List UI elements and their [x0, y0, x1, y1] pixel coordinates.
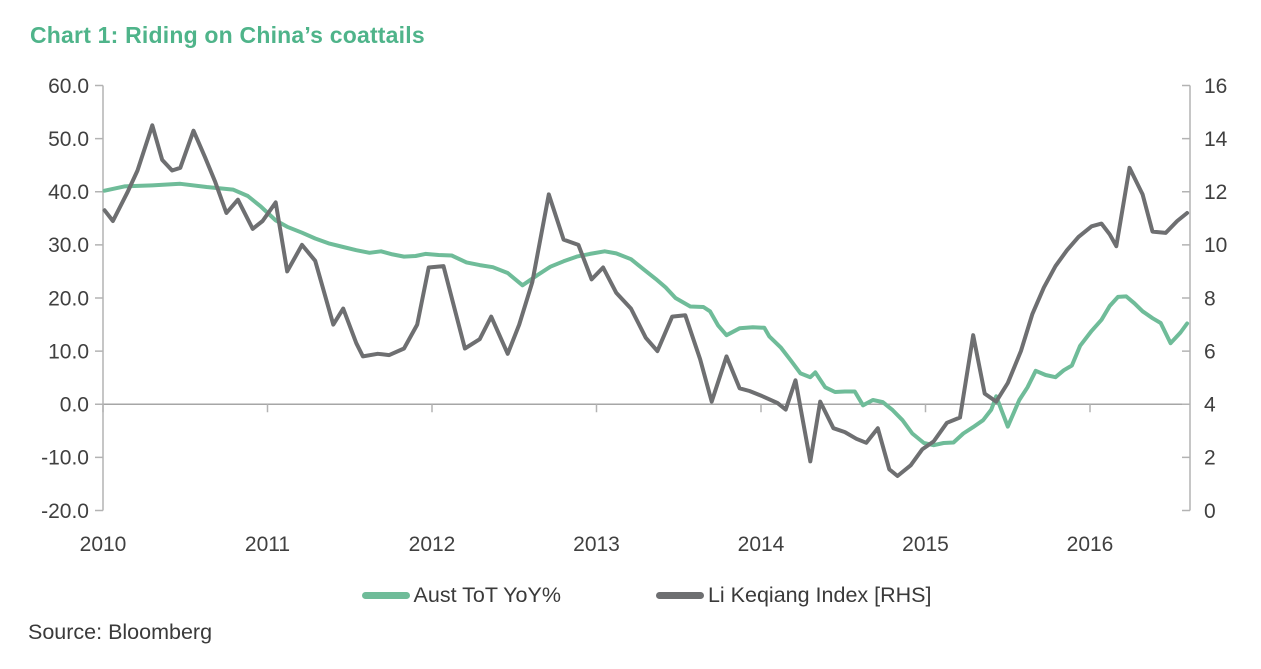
- left-axis-tick-label: 60.0: [48, 75, 89, 98]
- legend-swatch-green-line: [361, 591, 410, 599]
- left-axis-tick-label: -20.0: [41, 500, 89, 523]
- right-axis-tick-label: 0: [1204, 500, 1216, 523]
- source-note: Source: Bloomberg: [28, 620, 213, 644]
- line-chart-canvas: 60.0 50.0 40.0 30.0 20.0 10.0 0.0 -10.0 -20.0 16 1…: [41, 75, 1228, 556]
- right-axis-tick-label: 8: [1204, 287, 1216, 310]
- left-axis-tick-label: 10.0: [48, 340, 89, 363]
- series-line-aust-tot: [102, 181, 1190, 448]
- right-axis-tick-label: 14: [1204, 128, 1228, 151]
- x-axis-tick-label: 2013: [573, 533, 620, 556]
- legend-swatch-gray-line: [655, 591, 704, 599]
- right-axis-tick-label: 16: [1204, 75, 1227, 98]
- right-axis-tick-label: 4: [1204, 394, 1216, 417]
- legend-label-aust-tot: Aust ToT YoY%: [413, 582, 561, 607]
- x-axis-tick-label: 2012: [409, 533, 456, 556]
- legend-item-li-keqiang: Li Keqiang Index [RHS]: [655, 582, 932, 608]
- legend-item-aust-tot: Aust ToT YoY%: [361, 582, 561, 608]
- x-axis-tick-label: 2010: [80, 533, 127, 556]
- left-axis-tick-label: 40.0: [48, 181, 89, 204]
- series-line-li-keqiang: [102, 123, 1190, 478]
- x-axis-tick-label: 2011: [245, 533, 290, 556]
- left-axis-tick-label: 30.0: [48, 234, 89, 257]
- left-axis-tick-label: 0.0: [60, 394, 89, 417]
- right-axis-tick-label: 2: [1204, 447, 1216, 470]
- left-axis-tick-label: 20.0: [48, 287, 89, 310]
- right-axis-tick-label: 12: [1204, 181, 1227, 204]
- legend: Aust ToT YoY% Li Keqiang Index [RHS]: [103, 580, 1190, 610]
- left-axis-tick-label: -10.0: [41, 447, 89, 470]
- right-axis-tick-label: 6: [1204, 340, 1216, 363]
- x-axis-tick-label: 2014: [738, 533, 785, 556]
- x-axis-tick-label: 2016: [1067, 533, 1114, 556]
- right-axis-tick-label: 10: [1204, 234, 1227, 257]
- chart-title: Chart 1: Riding on China’s coattails: [30, 22, 425, 48]
- left-axis-tick-label: 50.0: [48, 128, 89, 151]
- x-axis-tick-label: 2015: [902, 533, 949, 556]
- legend-label-li-keqiang: Li Keqiang Index [RHS]: [707, 582, 932, 607]
